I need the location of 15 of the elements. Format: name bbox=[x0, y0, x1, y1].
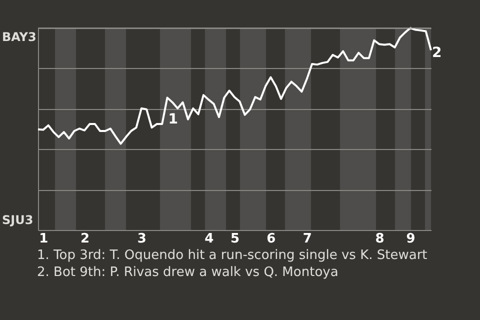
x-tick-label: 6 bbox=[266, 232, 276, 246]
x-tick-label: 7 bbox=[302, 232, 312, 246]
x-tick-label: 2 bbox=[80, 232, 90, 246]
text: BAY3 bbox=[2, 30, 36, 44]
x-tick-label: 9 bbox=[406, 232, 416, 246]
x-tick-label: 1 bbox=[39, 232, 48, 246]
annotation: 1 bbox=[168, 112, 178, 128]
x-tick-label: 8 bbox=[375, 232, 384, 246]
text: 1. Top 3rd: T. Oquendo hit a run-scoring single vs K. Stewart bbox=[37, 247, 428, 264]
x-tick-label: 3 bbox=[137, 232, 146, 246]
text: 2. Bot 9th: P. Rivas drew a walk vs Q. Montoya bbox=[37, 264, 340, 281]
text: 2 bbox=[432, 45, 442, 62]
x-tick-label: 5 bbox=[230, 232, 240, 246]
text: SJU3 bbox=[2, 213, 34, 227]
x-tick-label: 4 bbox=[204, 232, 214, 246]
